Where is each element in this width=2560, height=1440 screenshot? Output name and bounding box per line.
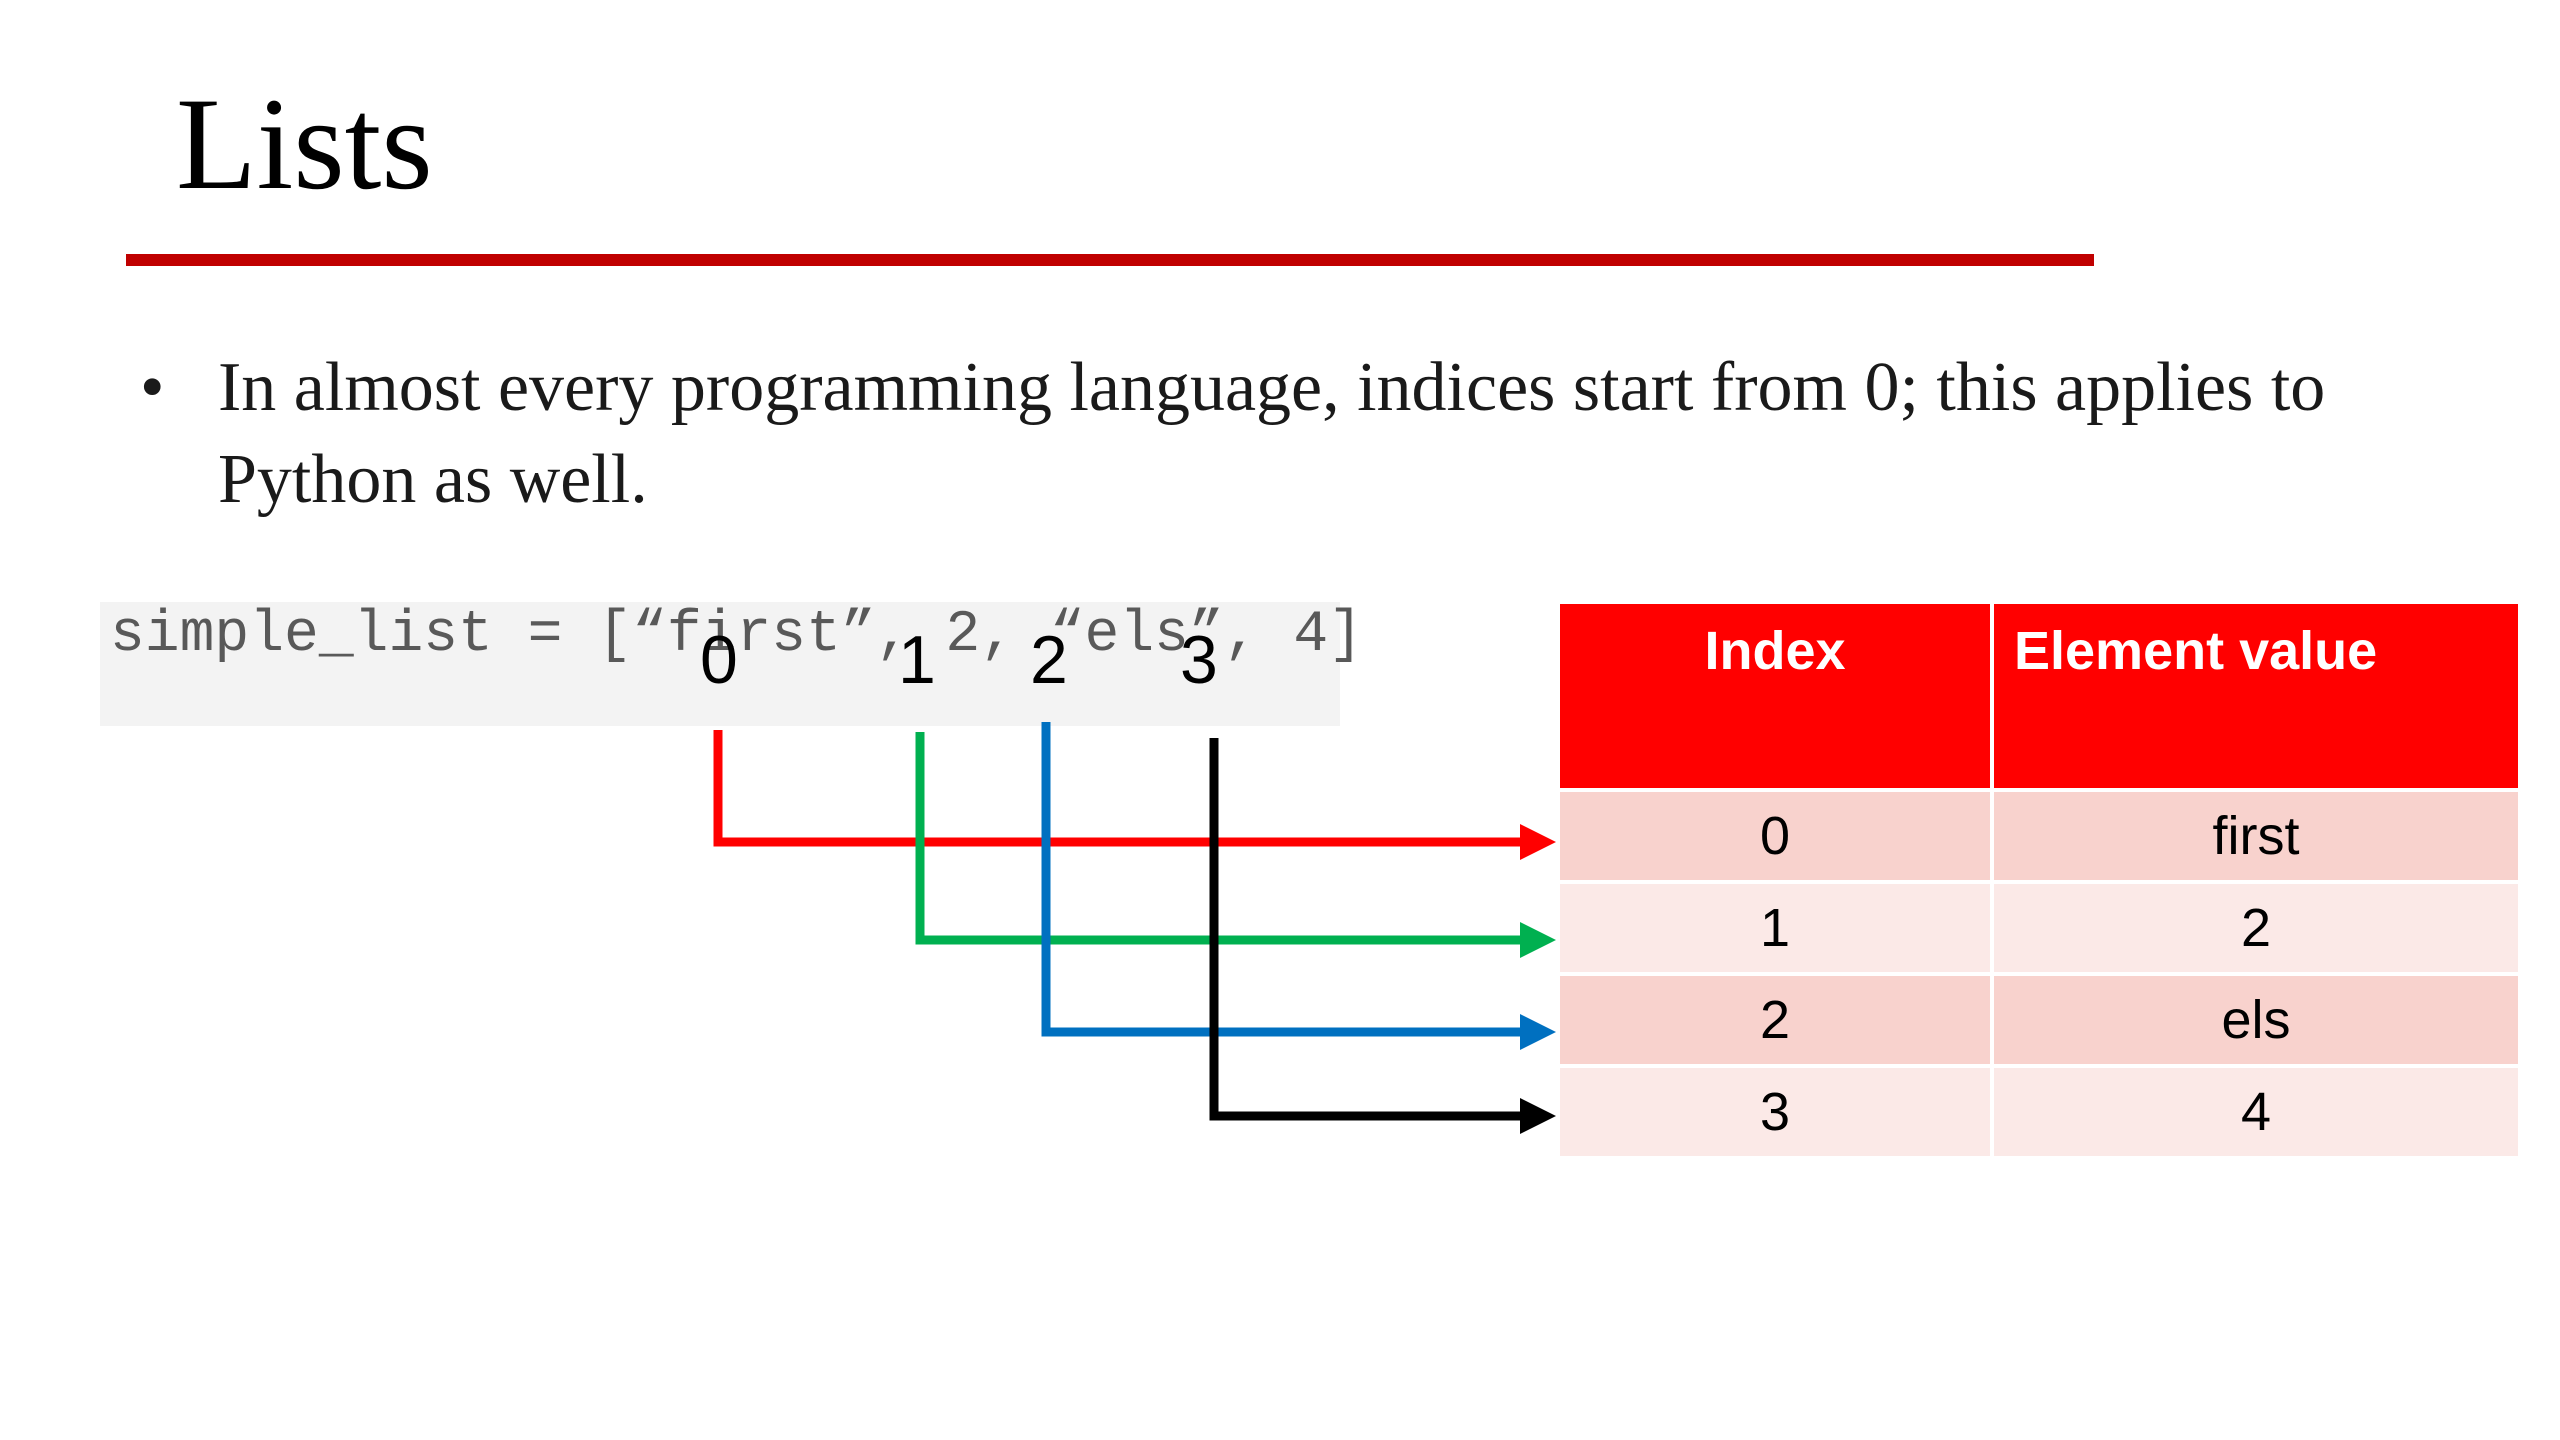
table-header-index: Index (1556, 600, 1994, 792)
bullet-icon: • (140, 349, 165, 426)
table-cell-index: 0 (1556, 788, 1994, 884)
table-cell-index: 1 (1556, 880, 1994, 976)
table-cell-value: 4 (1990, 1064, 2522, 1160)
arrow-index-3 (1209, 738, 1520, 1121)
table-row: 0 first (1556, 788, 2522, 884)
arrowhead-index-1 (1520, 922, 1556, 958)
table-cell-index: 2 (1556, 972, 1994, 1068)
arrowhead-index-2 (1520, 1014, 1556, 1050)
code-index-2: 2 (1030, 622, 1068, 698)
table-cell-value: 2 (1990, 880, 2522, 976)
table-cell-value: first (1990, 788, 2522, 884)
arrowhead-index-3 (1520, 1098, 1556, 1134)
index-value-table: Index Element value 0 first 1 2 2 els 3 … (1556, 600, 2522, 1160)
table-row: 2 els (1556, 972, 2522, 1068)
arrowhead-index-0 (1520, 824, 1556, 860)
bullet-point: • In almost every programming language, … (140, 342, 2360, 526)
code-index-0: 0 (700, 622, 738, 698)
table-header-row: Index Element value (1556, 600, 2522, 792)
table-header-element-value: Element value (1990, 600, 2522, 792)
slide-title: Lists (176, 70, 433, 217)
table-cell-value: els (1990, 972, 2522, 1068)
arrow-index-2 (1041, 722, 1520, 1037)
table-row: 3 4 (1556, 1064, 2522, 1160)
arrow-index-1 (915, 732, 1520, 945)
code-line: simple_list = [“first”, 2, “els”, 4] (110, 603, 1364, 668)
table-cell-index: 3 (1556, 1064, 1994, 1160)
bullet-text: In almost every programming language, in… (218, 349, 2326, 518)
arrow-index-0 (713, 730, 1520, 847)
code-index-3: 3 (1180, 622, 1218, 698)
code-index-1: 1 (898, 622, 936, 698)
table-row: 1 2 (1556, 880, 2522, 976)
code-snippet-box (100, 602, 1340, 726)
title-underline (126, 254, 2094, 266)
